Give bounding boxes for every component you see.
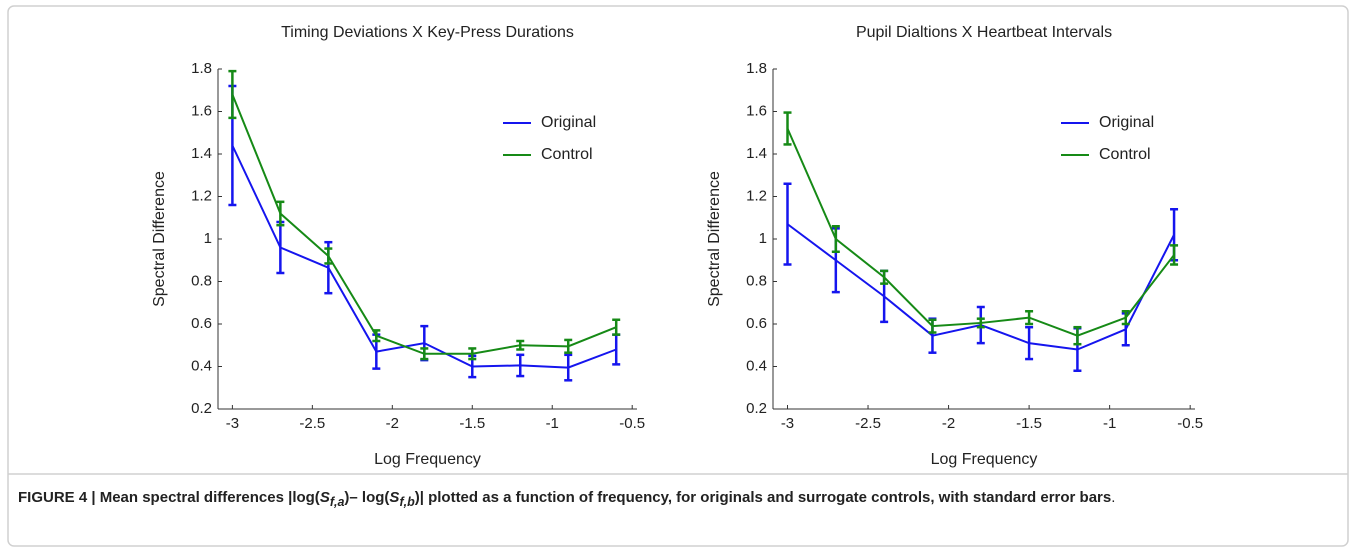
caption-text: FIGURE 4 | Mean spectral differences |lo…: [18, 489, 320, 506]
error-bar: [516, 353, 525, 378]
y-tick-label: 1.2: [191, 187, 212, 204]
error-bar: [976, 317, 985, 329]
y-tick-label: 1: [759, 230, 767, 247]
x-tick-label: -0.5: [1177, 415, 1203, 432]
caption-subscript: f,b: [399, 495, 415, 509]
x-tick-label: -1.5: [459, 415, 485, 432]
series-line: [231, 94, 617, 355]
y-tick-label: 1.4: [746, 145, 767, 162]
caption-symbol: S: [319, 489, 330, 506]
error-bar: [324, 247, 333, 265]
figure-frame: [7, 5, 1349, 547]
error-bar: [372, 329, 381, 343]
y-tick-label: 0.2: [746, 400, 767, 417]
y-axis-label: Spectral Difference: [151, 171, 168, 307]
error-bar: [1121, 310, 1130, 326]
error-bar: [276, 200, 285, 227]
caption-text: )– log(: [344, 489, 390, 506]
error-bar: [276, 220, 285, 275]
y-tick-label: 0.4: [746, 357, 767, 374]
y-tick-label: 1.6: [746, 102, 767, 119]
legend-label: Control: [541, 146, 593, 163]
x-tick-label: -2.5: [855, 415, 881, 432]
error-bar: [468, 347, 477, 361]
caption-text: )| plotted as a function of frequency, f…: [414, 489, 1112, 506]
x-tick-label: -2: [386, 415, 399, 432]
x-axis-label: Log Frequency: [931, 451, 1038, 468]
error-bar: [880, 269, 889, 285]
legend-label: Original: [541, 114, 596, 131]
y-axis-label: Spectral Difference: [706, 171, 723, 307]
x-tick-label: -3: [226, 415, 239, 432]
error-bar: [1073, 325, 1082, 346]
error-bar: [564, 353, 573, 382]
error-bar: [783, 111, 792, 146]
y-tick-label: 1: [204, 230, 212, 247]
x-tick-label: -3: [781, 415, 794, 432]
x-tick-label: -0.5: [619, 415, 645, 432]
caption-subscript: f,a: [329, 495, 345, 509]
error-bar: [783, 182, 792, 266]
y-tick-label: 0.2: [191, 400, 212, 417]
legend-label: Original: [1099, 114, 1154, 131]
caption-symbol: S: [389, 489, 400, 506]
y-tick-label: 1.8: [191, 60, 212, 77]
caption: FIGURE 4 | Mean spectral differences |lo…: [18, 486, 1328, 514]
x-tick-label: -2: [942, 415, 955, 432]
y-tick-label: 0.6: [191, 315, 212, 332]
chart-title: Pupil Dialtions X Heartbeat Intervals: [856, 24, 1112, 41]
x-tick-label: -1.5: [1016, 415, 1042, 432]
x-tick-label: -2.5: [299, 415, 325, 432]
y-tick-label: 1.2: [746, 187, 767, 204]
y-tick-label: 0.4: [191, 357, 212, 374]
error-bar: [831, 225, 840, 253]
x-tick-label: -1: [546, 415, 559, 432]
error-bar: [564, 338, 573, 354]
error-bar: [612, 318, 621, 336]
y-tick-label: 1.8: [746, 60, 767, 77]
y-tick-label: 1.6: [191, 102, 212, 119]
x-axis-label: Log Frequency: [374, 451, 481, 468]
error-bar: [1025, 310, 1034, 326]
error-bar: [1170, 244, 1179, 266]
error-bar: [420, 347, 429, 361]
error-bar: [516, 339, 525, 351]
y-tick-label: 0.8: [746, 272, 767, 289]
legend-label: Control: [1099, 146, 1151, 163]
y-tick-label: 0.8: [191, 272, 212, 289]
chart-title: Timing Deviations X Key-Press Durations: [281, 24, 574, 41]
y-tick-label: 0.6: [746, 315, 767, 332]
error-bar: [1025, 325, 1034, 361]
caption-text: .: [1111, 489, 1116, 506]
x-tick-label: -1: [1103, 415, 1116, 432]
error-bar: [228, 69, 237, 120]
error-bar: [928, 318, 937, 334]
y-tick-label: 1.4: [191, 145, 212, 162]
